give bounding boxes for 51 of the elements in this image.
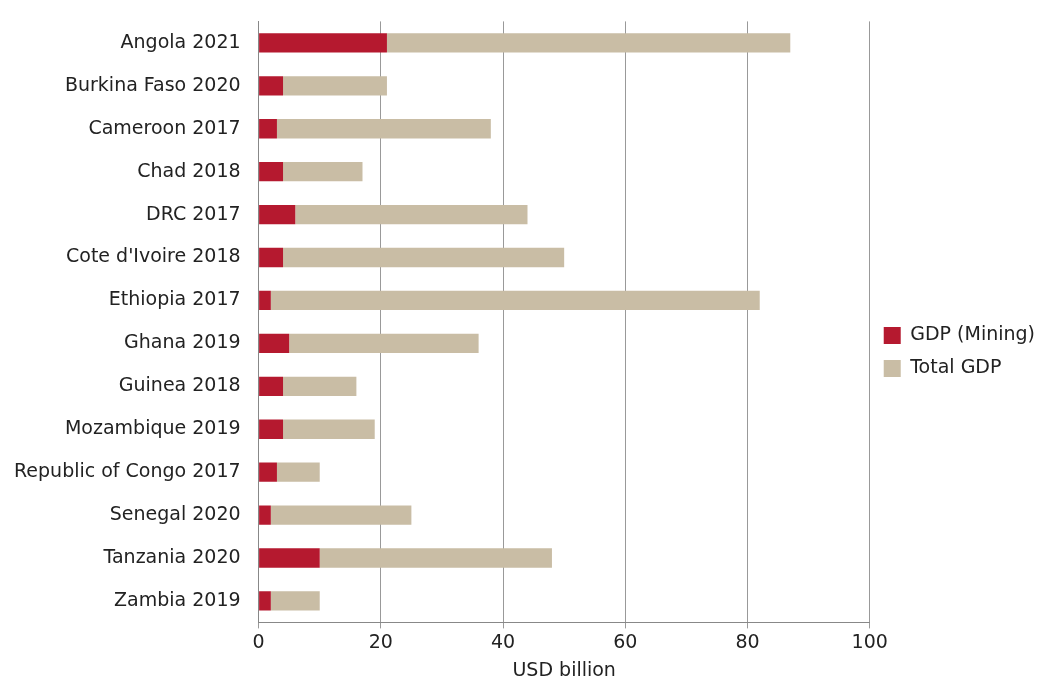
- bar: [259, 33, 387, 53]
- bar: [386, 33, 791, 53]
- y-tick-label: Guinea 2018: [118, 373, 241, 396]
- y-tick-label: Ghana 2019: [124, 330, 241, 353]
- bar: [283, 376, 357, 396]
- bar: [319, 548, 552, 568]
- bar: [283, 419, 375, 439]
- bar: [270, 290, 760, 311]
- y-tick-label: Burkina Faso 2020: [64, 72, 241, 95]
- y-tick-label: Zambia 2019: [114, 587, 241, 610]
- y-tick-label: Chad 2018: [137, 158, 241, 181]
- bar: [289, 333, 479, 354]
- legend-label: GDP (Mining): [910, 322, 1036, 345]
- x-tick-label: 20: [368, 629, 393, 652]
- bar: [259, 247, 284, 268]
- x-tick-label: 40: [490, 629, 516, 652]
- bar: [270, 505, 412, 525]
- bar: [259, 290, 271, 311]
- y-tick-label: Senegal 2020: [109, 502, 241, 525]
- bar: [283, 161, 363, 182]
- y-tick-label: Tanzania 2020: [102, 544, 241, 567]
- bar: [283, 76, 387, 96]
- bar: [259, 419, 284, 439]
- x-tick-label: 60: [613, 629, 638, 652]
- y-tick-label: Mozambique 2019: [64, 416, 241, 439]
- bar: [259, 591, 271, 611]
- bar: [259, 119, 277, 139]
- y-tick-label: Ethiopia 2017: [108, 287, 241, 310]
- bar: [276, 119, 491, 139]
- y-tick-label: Republic of Congo 2017: [14, 459, 241, 482]
- legend-label: Total GDP: [909, 355, 1002, 378]
- bar: [270, 591, 320, 611]
- bar: [259, 505, 271, 525]
- bar: [259, 548, 320, 568]
- y-tick-label: Cameroon 2017: [88, 115, 241, 138]
- bar: [259, 161, 284, 182]
- x-tick-label: 0: [252, 629, 265, 652]
- x-tick-label: 100: [851, 629, 888, 652]
- bar: [259, 204, 296, 225]
- bar: [276, 462, 320, 482]
- bar: [259, 76, 284, 96]
- bar: [259, 376, 284, 396]
- y-tick-label: Cote d'Ivoire 2018: [66, 244, 241, 267]
- y-tick-label: Angola 2021: [120, 29, 241, 52]
- bar: [259, 333, 290, 354]
- x-tick-label: 80: [735, 629, 760, 652]
- y-tick-label: DRC 2017: [146, 201, 241, 224]
- bar: [259, 462, 277, 482]
- x-axis-title: USD billion: [512, 657, 616, 680]
- bar: [283, 247, 565, 268]
- bar: [295, 204, 528, 225]
